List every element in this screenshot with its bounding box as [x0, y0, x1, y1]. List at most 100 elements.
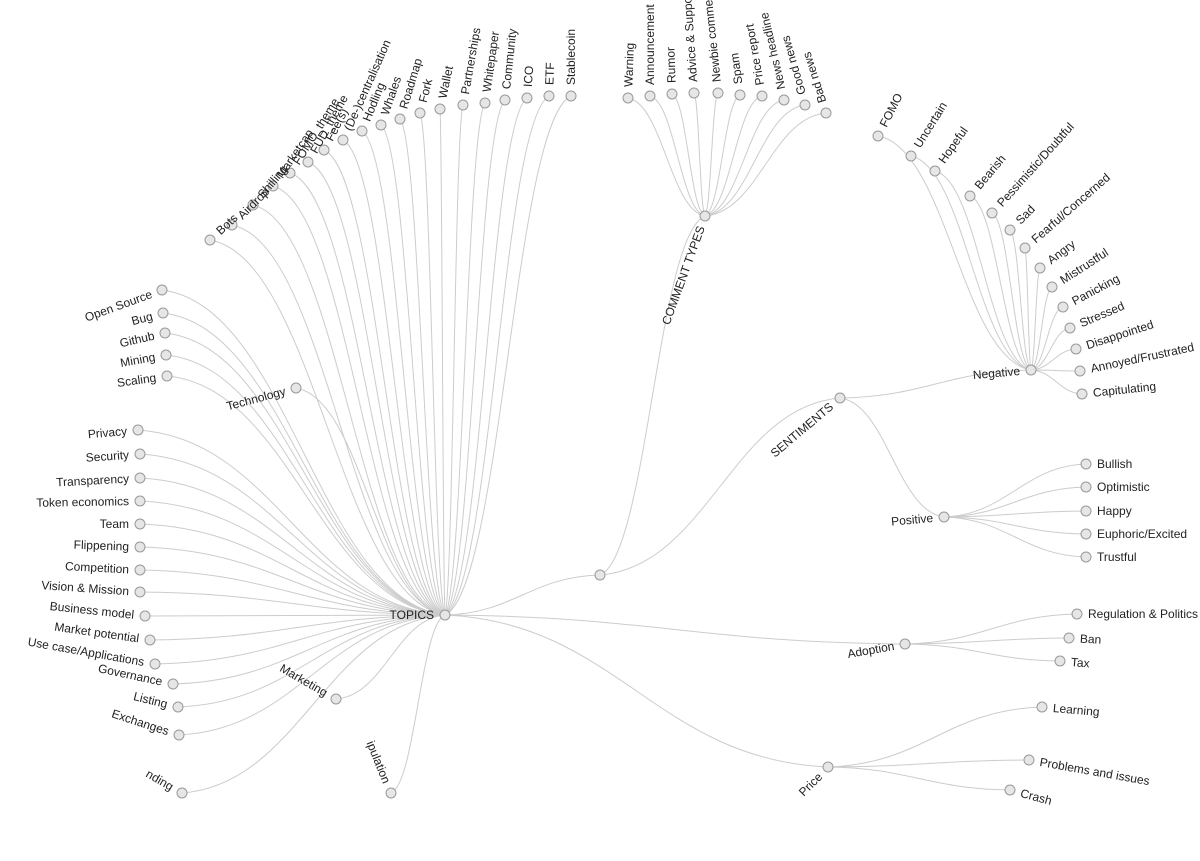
tree-node-label: Token economics — [36, 494, 129, 510]
tree-node — [435, 104, 445, 114]
tree-node — [566, 91, 576, 101]
tree-node-label: Privacy — [87, 424, 127, 441]
tree-node-label: Rumor — [663, 47, 678, 83]
tree-node — [173, 702, 183, 712]
tree-edge — [445, 98, 527, 615]
tree-node-label: Github — [118, 329, 156, 351]
tree-node — [1005, 225, 1015, 235]
tree-node-label: ipulation — [364, 739, 394, 786]
tree-node — [458, 100, 468, 110]
tree-edge — [840, 398, 944, 517]
tree-node-label: Vision & Mission — [41, 578, 130, 598]
tree-node — [177, 788, 187, 798]
tree-node — [1064, 633, 1074, 643]
tree-node — [1055, 656, 1065, 666]
tree-node — [160, 328, 170, 338]
tree-node — [150, 659, 160, 669]
tree-node-label: ICO — [521, 65, 536, 87]
tree-node-label: Ban — [1080, 632, 1102, 647]
tree-edge — [445, 615, 905, 644]
tree-node — [713, 88, 723, 98]
tree-edge — [140, 478, 445, 615]
tree-edge — [178, 615, 445, 707]
tree-node-label: Exchanges — [110, 707, 171, 739]
tree-edge — [1031, 370, 1082, 394]
tree-edge — [445, 96, 571, 615]
tree-edge — [828, 707, 1042, 767]
tree-node — [415, 108, 425, 118]
tree-node — [1072, 609, 1082, 619]
tree-node — [133, 425, 143, 435]
tree-node-label: Crash — [1019, 786, 1054, 808]
tree-edge — [705, 96, 762, 216]
tree-node-label: Happy — [1097, 504, 1132, 518]
tree-edge — [905, 638, 1069, 644]
tree-edge — [440, 109, 445, 615]
tree-edge — [163, 313, 445, 615]
tree-node-label: COMMENT TYPES — [659, 224, 708, 327]
tree-node — [1035, 263, 1045, 273]
tree-node-label: nding — [144, 767, 176, 794]
tree-root — [595, 570, 605, 580]
tree-node — [735, 90, 745, 100]
tree-node — [135, 473, 145, 483]
tree-edge — [705, 113, 826, 216]
tree-edge — [905, 614, 1077, 644]
tree-node — [900, 639, 910, 649]
tree-node — [1081, 459, 1091, 469]
tree-node-label: Learning — [1052, 701, 1100, 719]
tree-node-label: Capitulating — [1092, 379, 1156, 400]
tree-node — [823, 762, 833, 772]
tree-node-label: Whitepaper — [480, 30, 502, 93]
tree-edge — [828, 767, 1010, 790]
tree-node-label: Announcement — [643, 4, 657, 85]
tree-node-label: Negative — [972, 364, 1021, 382]
tree-node-label: Airdrop — [235, 185, 272, 222]
tree-node-label: Pessimistic/Doubtful — [994, 120, 1077, 210]
tree-node-label: Warning — [621, 43, 637, 88]
tree-node-label: Hopeful — [936, 124, 971, 166]
tree-node-label: Listing — [132, 689, 169, 711]
tree-node-label: Community — [499, 28, 519, 90]
tree-node — [1065, 323, 1075, 333]
tree-edge — [179, 615, 445, 735]
tree-node — [930, 166, 940, 176]
tree-node-label: Transparency — [56, 472, 130, 490]
tree-node-label: Newbie comment — [700, 0, 724, 83]
tree-node — [158, 308, 168, 318]
tree-node — [689, 88, 699, 98]
tree-node — [174, 730, 184, 740]
tree-edge — [290, 173, 445, 615]
tree-node-label: Business model — [49, 599, 135, 622]
tree-node — [1081, 506, 1091, 516]
tree-edge — [324, 150, 445, 615]
tree-node — [1024, 755, 1034, 765]
tree-node — [140, 611, 150, 621]
tree-node — [939, 512, 949, 522]
tree-node — [480, 98, 490, 108]
tree-node — [1081, 529, 1091, 539]
tree-node — [135, 519, 145, 529]
tree-edge — [445, 103, 485, 615]
tree-node-label: Security — [85, 448, 129, 465]
tree-node — [162, 371, 172, 381]
tree-node — [376, 120, 386, 130]
tree-edge — [935, 171, 1031, 370]
tree-node-label: Team — [100, 517, 129, 531]
tree-node — [835, 393, 845, 403]
tree-node — [987, 208, 997, 218]
tree-edge — [944, 487, 1086, 517]
tree-node-label: Competition — [65, 559, 130, 576]
tree-node-label: Optimistic — [1097, 480, 1150, 494]
tree-node-label: Positive — [891, 511, 934, 529]
tree-node — [135, 542, 145, 552]
tree-edge — [1031, 268, 1040, 370]
tree-node-label: Advice & Support — [680, 0, 700, 83]
tree-edge — [391, 615, 445, 793]
tree-node-label: Euphoric/Excited — [1097, 527, 1187, 541]
tree-node — [1077, 389, 1087, 399]
tree-node — [161, 350, 171, 360]
tree-node-label: Angry — [1045, 237, 1078, 267]
tree-node — [500, 95, 510, 105]
tree-edge — [296, 388, 445, 615]
